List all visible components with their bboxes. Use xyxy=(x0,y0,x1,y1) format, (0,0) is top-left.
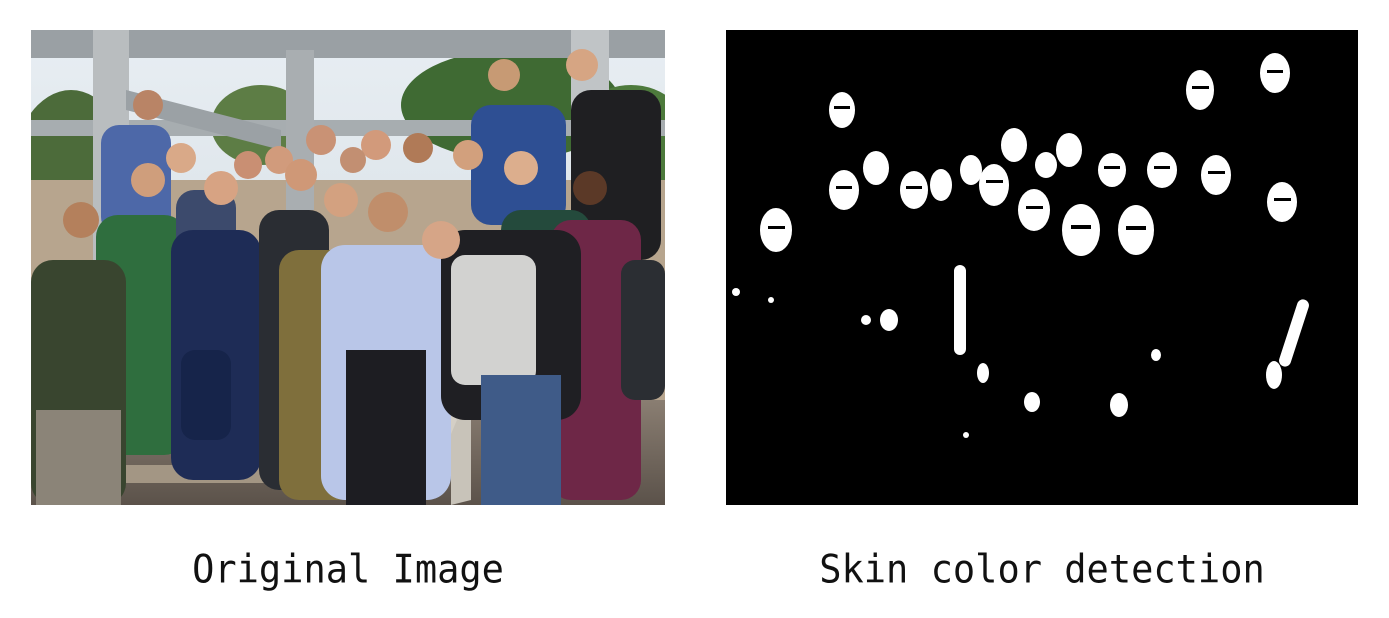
skin-detection-caption: Skin color detection xyxy=(819,546,1265,593)
original-image-panel xyxy=(31,30,665,505)
people-front-row xyxy=(31,192,581,505)
people-back-row xyxy=(101,49,661,260)
original-group-photo xyxy=(31,30,665,505)
original-image-caption: Original Image xyxy=(192,546,504,593)
face-features xyxy=(768,70,1291,230)
skin-detection-panel xyxy=(726,30,1358,505)
skin-detection-mask xyxy=(726,30,1358,505)
skin-regions xyxy=(732,53,1309,438)
